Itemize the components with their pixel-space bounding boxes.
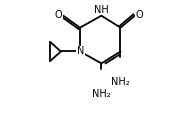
Text: O: O [55,10,62,20]
Text: NH: NH [94,5,109,15]
Text: O: O [136,10,143,20]
Text: N: N [77,46,84,56]
Text: NH₂: NH₂ [92,89,111,99]
Text: NH₂: NH₂ [111,77,130,87]
